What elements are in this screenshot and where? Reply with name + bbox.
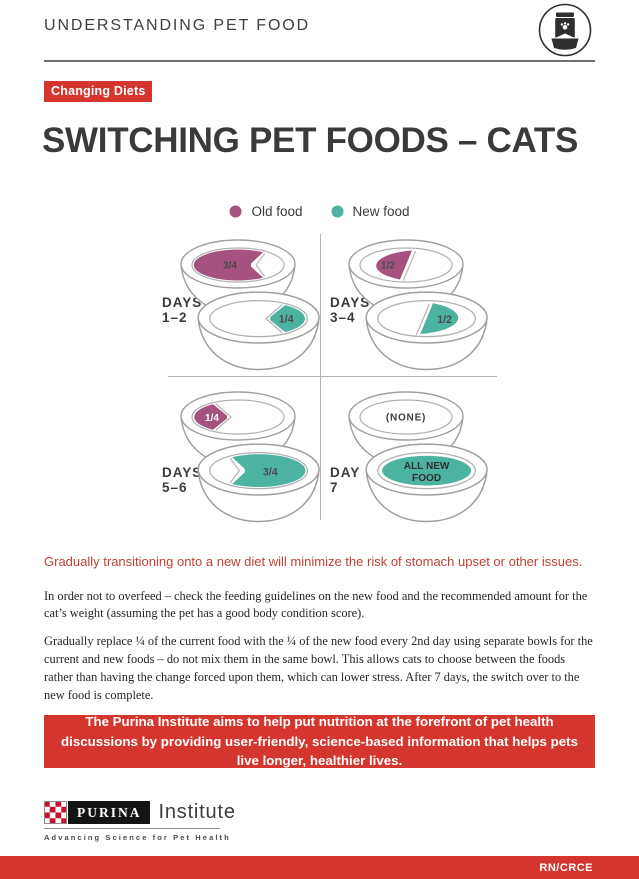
old-portion-label: 1/2 xyxy=(381,261,395,272)
quadrant-days-1-2: DAYS 1–2 3/4 1/4 xyxy=(162,239,320,371)
transition-diagram: DAYS 1–2 3/4 1/4 DAYS 3–4 xyxy=(162,234,497,523)
footer-bar: RN/CRCE xyxy=(0,856,639,879)
page-title: SWITCHING PET FOODS – CATS xyxy=(42,121,579,160)
new-portion-label-line1: ALL NEW xyxy=(404,461,450,472)
topic-badge: Changing Diets xyxy=(44,81,153,102)
pet-food-bowl-icon xyxy=(537,2,593,58)
new-food-bowl: ALL NEW FOOD xyxy=(365,443,488,523)
old-food-bowl: 3/4 xyxy=(180,239,296,314)
purina-checkerboard-icon xyxy=(44,801,67,824)
new-food-bowl: 1/4 xyxy=(197,291,320,371)
old-food-bowl: 1/4 xyxy=(180,391,296,466)
new-food-bowl: 3/4 xyxy=(197,443,320,523)
old-portion-label: 1/4 xyxy=(205,413,219,424)
new-portion-label-line2: FOOD xyxy=(412,473,441,484)
purina-institute-logo: PURINA Institute Advancing Science for P… xyxy=(44,801,236,842)
legend-old-label: Old food xyxy=(251,204,303,219)
callout-text: The Purina Institute aims to help put nu… xyxy=(61,713,578,769)
paragraph-2: Gradually replace ¼ of the current food … xyxy=(44,634,593,702)
legend: Old food New food xyxy=(0,204,639,219)
highlight-note: Gradually transitioning onto a new diet … xyxy=(44,554,583,569)
legend-new-label: New food xyxy=(352,204,410,219)
old-portion-label: (NONE) xyxy=(386,413,426,424)
new-food-dot-icon xyxy=(331,205,343,218)
quadrant-day-7: DAY 7 (NONE) ALL NEW FOOD xyxy=(330,391,488,523)
new-portion-label: 3/4 xyxy=(263,466,278,478)
legend-item-old-food: Old food xyxy=(229,204,303,219)
quadrant-range: 1–2 xyxy=(162,310,188,325)
logo-tagline: Advancing Science for Pet Health xyxy=(44,828,229,842)
purina-wordmark: PURINA xyxy=(68,801,150,824)
institute-wordmark: Institute xyxy=(158,801,236,823)
document-code: RN/CRCE xyxy=(539,861,593,874)
purina-institute-callout: The Purina Institute aims to help put nu… xyxy=(44,714,595,768)
old-portion-label: 3/4 xyxy=(223,261,237,272)
quadrant-label: DAY xyxy=(330,465,360,480)
quadrant-range: 7 xyxy=(330,480,339,495)
quadrant-days-3-4: DAYS 3–4 1/2 1/2 xyxy=(330,239,488,371)
new-food-bowl: 1/2 xyxy=(365,291,488,371)
header-title: UNDERSTANDING PET FOOD xyxy=(44,17,311,34)
old-food-dot-icon xyxy=(229,205,242,218)
quadrant-range: 3–4 xyxy=(330,310,356,325)
legend-item-new-food: New food xyxy=(331,204,410,219)
pet-food-bowl-icon-svg xyxy=(538,3,592,57)
old-food-bowl: (NONE) xyxy=(348,391,464,466)
header-divider xyxy=(44,60,595,62)
quadrant-range: 5–6 xyxy=(162,480,188,495)
quadrant-label: DAYS xyxy=(162,295,202,310)
logo-row: PURINA Institute xyxy=(44,801,236,824)
new-portion-label: 1/4 xyxy=(279,313,294,325)
new-portion-label: 1/2 xyxy=(437,314,452,326)
old-food-bowl: 1/2 xyxy=(348,239,464,314)
paragraph-1: In order not to overfeed – check the fee… xyxy=(44,588,588,621)
quadrant-label: DAYS xyxy=(330,295,370,310)
quadrant-label: DAYS xyxy=(162,465,202,480)
quadrant-days-5-6: DAYS 5–6 1/4 3/4 xyxy=(162,391,320,523)
